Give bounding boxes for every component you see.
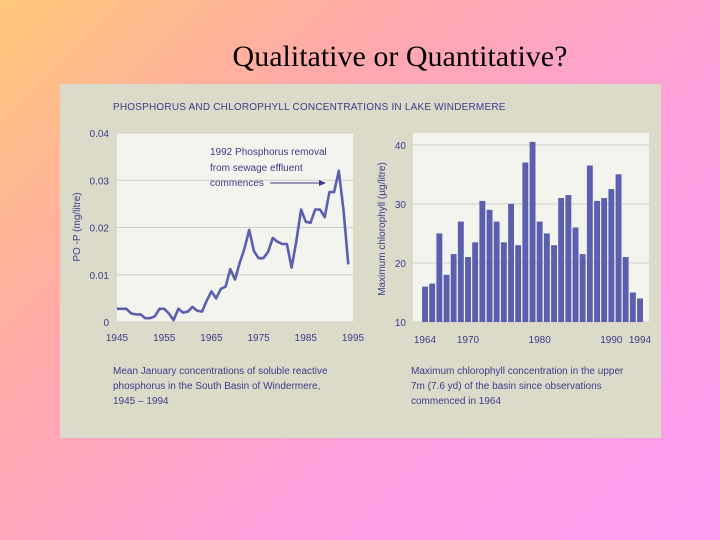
chlorophyll-caption-line: commenced in 1964: [411, 396, 502, 407]
chlorophyll-bar: [457, 221, 464, 322]
chlorophyll-bar: [594, 200, 600, 322]
chlorophyll-bar: [579, 254, 586, 322]
chlorophyll-bar: [465, 257, 471, 322]
phosphorus-caption-line: 1945 – 1994: [113, 396, 169, 407]
annotation-line-3: commences: [210, 178, 264, 189]
slide-title: Qualitative or Quantitative?: [232, 40, 568, 73]
chlorophyll-x-tick-label: 1994: [629, 335, 652, 346]
chlorophyll-bar: [479, 200, 486, 322]
chlorophyll-bar: [515, 245, 522, 322]
phosphorus-x-tick-label: 1955: [153, 333, 176, 344]
annotation-arrow-head: [319, 180, 326, 186]
phosphorus-caption-line: Mean January concentrations of soluble r…: [113, 366, 328, 377]
chlorophyll-caption-line: 7m (7.6 yd) of the basin since observati…: [411, 381, 602, 392]
chlorophyll-y-tick-label: 10: [395, 318, 407, 329]
phosphorus-annotation: 1992 Phosphorus removal from sewage effl…: [210, 147, 327, 189]
chlorophyll-bar: [422, 286, 428, 322]
phosphorus-x-tick-label: 1965: [200, 333, 223, 344]
chlorophyll-caption-line: Maximum chlorophyll concentration in the…: [411, 366, 624, 377]
phosphorus-caption-line: phosphorus in the South Basin of Winderm…: [113, 381, 321, 392]
chlorophyll-y-tick-label: 30: [395, 200, 407, 211]
chlorophyll-bar: [529, 141, 536, 322]
chlorophyll-bar: [615, 174, 622, 322]
chlorophyll-bar: [486, 209, 493, 322]
phosphorus-caption: Mean January concentrations of soluble r…: [113, 364, 328, 409]
chlorophyll-bar: [551, 245, 557, 322]
chlorophyll-bar: [522, 162, 529, 322]
chlorophyll-x-tick-label: 1970: [457, 335, 480, 346]
phosphorus-x-ticks: 1945 1955 1965 1975 1985 1995: [106, 333, 365, 344]
chlorophyll-bar: [558, 198, 565, 322]
chlorophyll-bar: [565, 195, 572, 322]
chlorophyll-bar: [586, 165, 593, 322]
phosphorus-series-line: [117, 169, 350, 322]
chlorophyll-bars: [422, 141, 643, 323]
chlorophyll-bar: [508, 203, 514, 322]
chlorophyll-y-tick-label: 40: [395, 141, 407, 152]
chlorophyll-bar: [629, 292, 636, 322]
figure-header: PHOSPHORUS AND CHLOROPHYLL CONCENTRATION…: [113, 102, 506, 113]
chlorophyll-bar: [443, 274, 450, 323]
phosphorus-x-tick-label: 1975: [247, 333, 270, 344]
phosphorus-y-axis-label: PO -P (mg/litre): [72, 192, 83, 261]
phosphorus-x-tick-label: 1995: [342, 333, 365, 344]
chlorophyll-bar: [622, 257, 629, 322]
chlorophyll-y-ticks: 10 20 30 40: [395, 141, 407, 329]
chlorophyll-y-axis-label: Maximum chlorophyll (µg/litre): [377, 162, 388, 296]
chlorophyll-bar: [543, 233, 550, 322]
chlorophyll-bar: [472, 242, 479, 322]
chlorophyll-x-tick-label: 1990: [600, 335, 623, 346]
figure-panel: PHOSPHORUS AND CHLOROPHYLL CONCENTRATION…: [60, 84, 661, 438]
phosphorus-x-tick-label: 1945: [106, 333, 129, 344]
annotation-line-1: 1992 Phosphorus removal: [210, 147, 327, 158]
phosphorus-y-tick-label: 0.02: [90, 224, 110, 235]
chlorophyll-x-ticks: 1964 1970 1980 1990 1994: [414, 335, 652, 346]
phosphorus-y-tick-label: 0.01: [90, 271, 110, 282]
chlorophyll-bar: [429, 283, 436, 322]
chlorophyll-y-tick-label: 20: [395, 259, 407, 270]
charts-svg: 00.010.020.030.04 1945 1955 1965 1975 1985 19…: [72, 129, 652, 346]
phosphorus-y-tick-label: 0: [103, 318, 109, 329]
phosphorus-y-tick-label: 0.04: [90, 129, 110, 140]
phosphorus-gridlines: [117, 132, 353, 323]
chlorophyll-x-tick-label: 1964: [414, 335, 437, 346]
chlorophyll-bar: [637, 298, 643, 322]
chlorophyll-x-tick-label: 1980: [529, 335, 552, 346]
chlorophyll-bar: [500, 242, 507, 322]
chlorophyll-bar: [436, 233, 443, 322]
chlorophyll-bar: [493, 221, 500, 322]
phosphorus-y-ticks: 0 0.01 0.02 0.03 0.04: [90, 129, 110, 329]
chlorophyll-bar: [608, 189, 615, 322]
phosphorus-x-tick-label: 1985: [295, 333, 318, 344]
chlorophyll-bar: [450, 254, 457, 322]
annotation-line-2: from sewage effluent: [210, 163, 303, 174]
chlorophyll-bar: [601, 198, 608, 322]
chlorophyll-caption: Maximum chlorophyll concentration in the…: [411, 364, 623, 409]
phosphorus-y-tick-label: 0.03: [90, 176, 110, 187]
chlorophyll-bar: [536, 221, 543, 322]
chlorophyll-bar: [572, 227, 579, 322]
